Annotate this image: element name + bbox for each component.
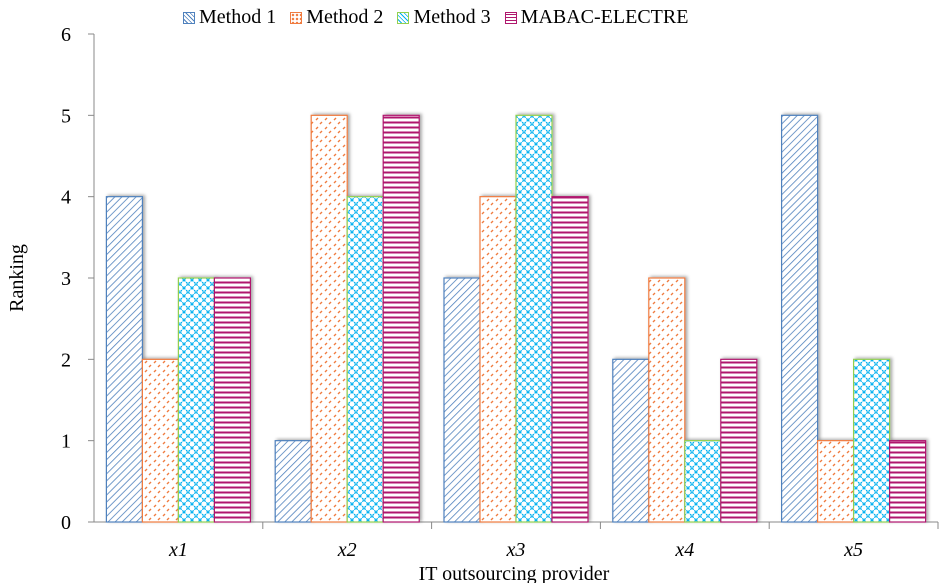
bar-mabac-electre-x1: [213, 277, 251, 523]
bar-method-1-x5: [780, 114, 819, 523]
bar-method-2-x5: [816, 440, 855, 523]
legend-swatch-mabac-electre: [504, 11, 517, 24]
y-tick-label: 4: [61, 187, 71, 209]
bar-method-2-x4: [648, 277, 686, 523]
bar-method-1-x1: [105, 196, 144, 523]
x-tick-label: x5: [843, 539, 863, 561]
x-tick-label: x2: [337, 539, 357, 561]
bar-method-1-x2: [274, 440, 312, 523]
bar-method-1-x4: [612, 358, 650, 523]
legend-label-method-1: Method 1: [199, 6, 277, 28]
legend-label-method-3: Method 3: [413, 6, 491, 28]
y-tick-label: 5: [61, 105, 71, 127]
chart-legend: Method 1 Method 2 Method 3 MABAC-ELECTRE: [183, 6, 702, 29]
x-tick-label: x3: [506, 539, 526, 561]
x-tick-label: x1: [168, 539, 188, 561]
bar-method-3-x4: [684, 440, 722, 523]
bars: [105, 114, 927, 523]
legend-item-mabac-electre: MABAC-ELECTRE: [504, 6, 689, 29]
legend-label-mabac-electre: MABAC-ELECTRE: [520, 6, 689, 28]
bar-method-2-x3: [479, 196, 517, 523]
legend-label-method-2: Method 2: [306, 6, 384, 28]
y-tick-label: 6: [61, 24, 71, 46]
legend-swatch-method-2: [290, 11, 303, 24]
bar-method-1-x3: [443, 277, 481, 523]
bar-method-3-x2: [346, 196, 384, 523]
x-tick-label: x4: [674, 539, 694, 561]
y-tick-label: 1: [61, 431, 71, 453]
bar-method-3-x5: [852, 358, 891, 523]
legend-item-method-3: Method 3: [397, 6, 491, 29]
bar-method-3-x3: [515, 114, 553, 523]
y-tick-label: 3: [61, 268, 71, 290]
legend-item-method-2: Method 2: [290, 6, 383, 29]
bar-method-2-x2: [310, 114, 348, 523]
labels: 0 1 2 3 4 5 6 x1 x2 x3 x4 x5 IT outsourcing provider…: [6, 24, 863, 583]
y-tick-label: 2: [61, 349, 71, 371]
legend-swatch-method-1: [183, 11, 195, 24]
x-axis-title: IT outsourcing provider: [419, 563, 610, 583]
legend-swatch-method-3: [397, 11, 410, 24]
legend-item-method-1: Method 1: [183, 6, 276, 29]
bar-mabac-electre-x2: [382, 114, 420, 523]
bar-mabac-electre-x5: [888, 440, 927, 523]
y-axis-title: Ranking: [6, 244, 28, 312]
bar-mabac-electre-x4: [720, 358, 758, 523]
bar-mabac-electre-x3: [551, 196, 589, 523]
bar-method-2-x1: [141, 358, 179, 523]
y-tick-label: 0: [61, 512, 71, 534]
bar-method-3-x1: [177, 277, 215, 523]
